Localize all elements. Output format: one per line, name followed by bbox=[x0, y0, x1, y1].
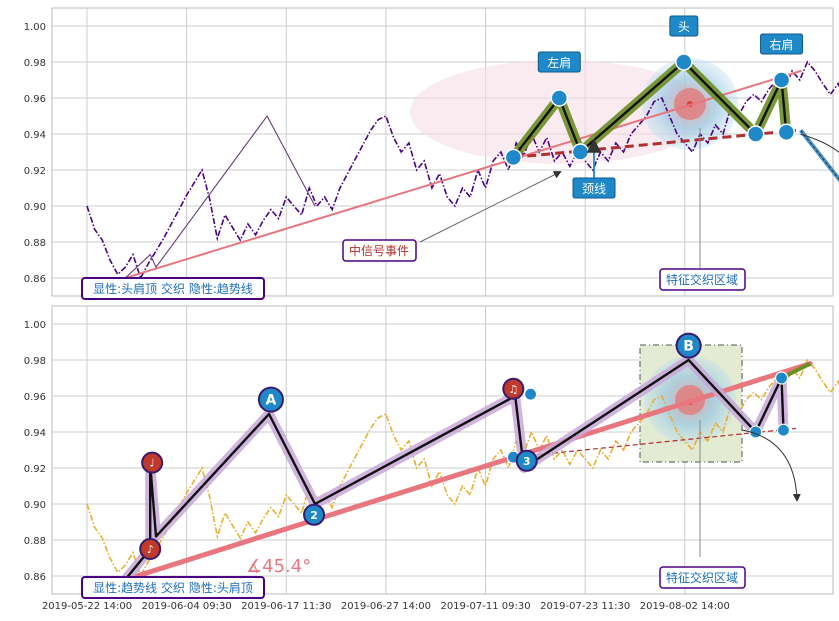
y-tick-label: 0.92 bbox=[24, 464, 46, 475]
price-series bbox=[86, 60, 839, 281]
pattern-point-marker bbox=[772, 71, 791, 89]
y-tick-label: 0.94 bbox=[24, 428, 46, 439]
x-tick-label: 2019-06-17 11:30 bbox=[241, 601, 331, 612]
y-tick-label: 0.90 bbox=[24, 500, 46, 511]
y-tick-label: 0.86 bbox=[24, 274, 46, 285]
y-tick-label: 0.98 bbox=[24, 356, 46, 367]
breakout-arc bbox=[800, 133, 839, 153]
swing-marker-label: 2 bbox=[310, 509, 318, 522]
pattern-label: 头 bbox=[678, 20, 690, 34]
neck-label-box bbox=[572, 177, 616, 199]
angle-label: ∡45.4° bbox=[246, 556, 311, 577]
pattern-label: 右肩 bbox=[770, 37, 794, 52]
swing-marker bbox=[675, 332, 702, 359]
swing-marker bbox=[303, 503, 326, 526]
neck-line bbox=[513, 128, 797, 159]
x-tick-label: 2019-06-27 14:00 bbox=[341, 601, 431, 612]
neck-label: 颈线 bbox=[582, 182, 606, 196]
swing-marker bbox=[257, 386, 284, 413]
y-tick-label: 0.92 bbox=[24, 166, 46, 177]
signal-note-label: ♩ bbox=[150, 457, 155, 470]
y-tick-label: 0.96 bbox=[24, 392, 46, 403]
pattern-point-marker bbox=[675, 53, 693, 71]
panel-caption-box bbox=[81, 277, 265, 300]
signal-note-marker bbox=[139, 538, 162, 560]
breakout-arrow-core bbox=[800, 130, 839, 180]
swing-marker-label: B bbox=[683, 339, 694, 355]
signal-note-marker bbox=[502, 377, 525, 400]
zone-point-marker bbox=[774, 371, 789, 385]
y-tick-label: 0.88 bbox=[24, 536, 46, 547]
x-tick-label: 2019-07-11 09:30 bbox=[440, 601, 530, 612]
x-tick-label: 2019-05-22 14:00 bbox=[42, 601, 132, 612]
x-tick-label: 2019-06-04 09:30 bbox=[142, 601, 232, 612]
feature-label-box bbox=[659, 566, 746, 589]
pattern-label-box bbox=[760, 33, 804, 55]
y-tick-label: 0.90 bbox=[24, 202, 46, 213]
chart-panel-top: 1.00 0.98 0.96 0.94 0.92 0.90 0.88 0.86 左肩 头右肩颈线中… bbox=[24, 7, 839, 300]
neck-point-marker bbox=[571, 143, 590, 161]
neck-line bbox=[513, 427, 796, 458]
neck-point-marker bbox=[777, 123, 796, 141]
pattern-label: 左肩 bbox=[547, 55, 571, 70]
zone-point-marker bbox=[523, 387, 538, 401]
signal-note-marker bbox=[141, 451, 164, 474]
pattern-label-box bbox=[537, 51, 581, 73]
signal-arrow bbox=[419, 171, 562, 243]
y-tick-label: 0.86 bbox=[24, 572, 46, 583]
x-tick-label: 2019-07-23 11:30 bbox=[540, 601, 630, 612]
projection-arc bbox=[741, 429, 801, 502]
signal-note-label: ♪ bbox=[147, 543, 154, 556]
panel-caption-box bbox=[81, 576, 265, 599]
price-series bbox=[86, 358, 839, 579]
y-tick-label: 0.94 bbox=[24, 130, 46, 141]
y-tick-label: 1.00 bbox=[24, 320, 46, 331]
feature-label-box bbox=[659, 268, 746, 291]
trend-zigzag bbox=[124, 358, 785, 581]
feature-label: 特征交织区域 bbox=[666, 272, 738, 287]
pattern-point-marker bbox=[550, 89, 569, 107]
feature-label: 特征交织区域 bbox=[666, 570, 738, 585]
signal-label-box bbox=[342, 239, 417, 262]
swing-marker bbox=[515, 449, 538, 472]
y-tick-label: 0.88 bbox=[24, 238, 46, 249]
plot-area bbox=[51, 7, 834, 297]
signal-label: 中信号事件 bbox=[349, 243, 409, 258]
y-tick-label: 0.98 bbox=[24, 58, 46, 69]
panel-caption: 显性:趋势线 交织 隐性:头肩顶 bbox=[93, 580, 253, 595]
zone-point-marker bbox=[776, 423, 791, 437]
trend-line bbox=[124, 70, 802, 279]
neck-point-marker bbox=[746, 125, 765, 143]
trend-line bbox=[122, 361, 813, 583]
pattern-label-box bbox=[669, 15, 699, 37]
x-tick-label: 2019-08-02 14:00 bbox=[640, 601, 730, 612]
neck-point-marker bbox=[504, 148, 523, 167]
y-tick-label: 1.00 bbox=[24, 22, 46, 33]
signal-note-label: ♫ bbox=[508, 383, 518, 396]
swing-marker-label: A bbox=[266, 393, 277, 409]
early-swing-line bbox=[124, 114, 316, 279]
chart-panel-bottom: 1.00 0.98 0.96 0.94 0.92 0.90 0.88 0.86 A B 2 3 ♩ ♪ ♫ ∡… bbox=[24, 305, 839, 599]
panel-caption: 显性:头肩顶 交织 隐性:趋势线 bbox=[93, 281, 253, 296]
y-tick-label: 0.96 bbox=[24, 94, 46, 105]
swing-marker-label: 3 bbox=[523, 455, 531, 468]
